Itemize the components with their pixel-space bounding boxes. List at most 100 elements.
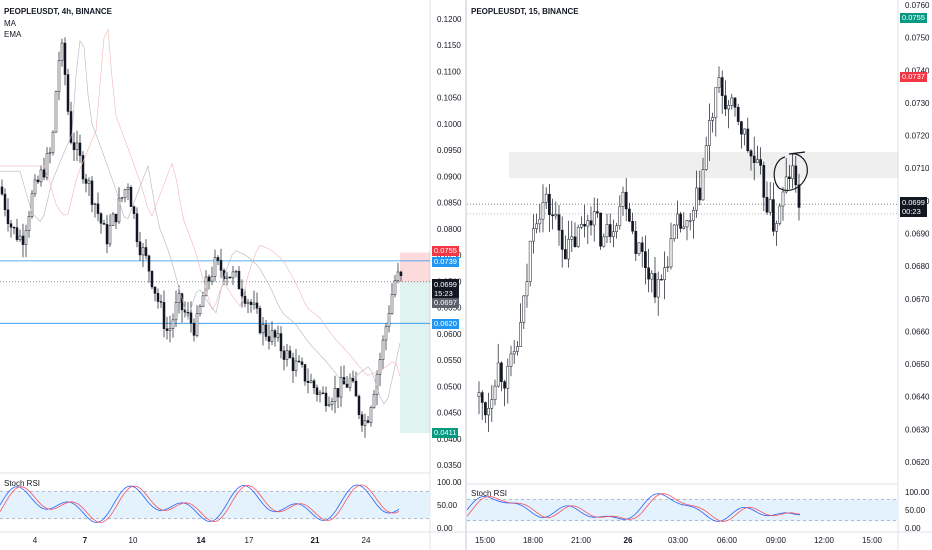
right-y-tick-label: 0.0760 bbox=[905, 1, 930, 10]
right-candle-body bbox=[784, 176, 788, 193]
left-candle-body bbox=[222, 270, 226, 279]
left-candle-body bbox=[39, 169, 43, 183]
left-candle-body bbox=[66, 74, 70, 112]
left-candle-body bbox=[282, 350, 286, 360]
right-countdown: 00:23 bbox=[902, 207, 921, 216]
left-stoch-band bbox=[0, 491, 430, 519]
left-candle-body bbox=[171, 319, 175, 329]
pane-divider[interactable] bbox=[465, 0, 467, 550]
right-y-tick-label: 0.0640 bbox=[905, 393, 930, 402]
left-y-tick-label: 0.1150 bbox=[437, 41, 461, 50]
left-candle-body bbox=[141, 247, 145, 256]
left-candle-body bbox=[264, 324, 268, 337]
left-upper-line-badge: 0.0739 bbox=[432, 257, 459, 267]
left-candle-body bbox=[216, 257, 220, 261]
left-candle-body bbox=[276, 333, 280, 338]
left-candle-body bbox=[75, 142, 79, 150]
left-candle-body bbox=[120, 197, 124, 199]
right-candle-body bbox=[618, 206, 622, 227]
left-candle-body bbox=[369, 407, 373, 423]
left-candle-body bbox=[255, 302, 259, 309]
left-candle-body bbox=[189, 312, 193, 324]
left-candle-body bbox=[108, 225, 112, 245]
left-y-tick-label: 0.0850 bbox=[437, 199, 462, 208]
left-candle-body bbox=[147, 255, 151, 272]
left-chart-pane[interactable]: 0.1200 0.1150 0.1100 0.1050 0.1000 0.0950 0.09… bbox=[0, 0, 466, 550]
left-candle-body bbox=[279, 333, 283, 352]
right-y-tick-label: 0.0690 bbox=[905, 230, 930, 239]
right-candle-body bbox=[544, 193, 548, 203]
right-candle-body bbox=[746, 128, 750, 152]
left-candle-body bbox=[105, 224, 109, 245]
left-candle-body bbox=[306, 380, 310, 383]
left-indicator-ma[interactable]: MA bbox=[4, 19, 16, 28]
right-candle-body bbox=[528, 240, 532, 282]
right-candle-body bbox=[759, 159, 762, 166]
right-candle-body bbox=[644, 251, 647, 268]
left-candle-body bbox=[165, 328, 169, 331]
left-candle-body bbox=[330, 401, 334, 405]
left-stoch-d-line bbox=[0, 484, 400, 523]
left-candle-body bbox=[273, 330, 277, 338]
right-candle-body bbox=[740, 121, 743, 135]
left-candle-body bbox=[3, 193, 7, 211]
left-indicator-ema[interactable]: EMA bbox=[4, 30, 22, 39]
left-candle-body bbox=[210, 276, 214, 282]
right-candle-body bbox=[653, 273, 657, 298]
left-x-tick-label: 4 bbox=[33, 536, 38, 545]
left-candle-body bbox=[243, 295, 247, 304]
left-ma-line bbox=[0, 40, 401, 405]
right-last-price-badge: 0.0699 00:23 bbox=[900, 197, 927, 217]
right-candle-body bbox=[586, 220, 590, 227]
left-candle-body bbox=[252, 302, 256, 305]
left-y-tick-label: 0.0600 bbox=[437, 330, 462, 339]
right-candle-body bbox=[554, 214, 558, 217]
left-candle-body bbox=[36, 179, 40, 183]
left-candle-body bbox=[126, 187, 130, 191]
left-y-tick-label: 0.0500 bbox=[437, 382, 462, 391]
left-candle-body bbox=[285, 350, 289, 360]
left-chart-title: PEOPLEUSDT, 4h, BINANCE bbox=[4, 7, 113, 16]
right-candle-body bbox=[548, 193, 551, 216]
right-chart-pane[interactable]: 0.0760 0.0750 0.0740 0.0730 0.0720 0.0710 0.07… bbox=[467, 0, 932, 550]
right-candle-body bbox=[580, 224, 583, 228]
right-candle-body bbox=[650, 273, 654, 280]
left-candle-body bbox=[93, 203, 97, 205]
left-candle-body bbox=[339, 377, 343, 398]
right-top-price-badge: 0.0755 bbox=[900, 13, 927, 23]
left-candle-body bbox=[261, 324, 265, 334]
left-candle-body bbox=[24, 230, 28, 245]
left-candle-body bbox=[300, 361, 304, 365]
left-candle-body bbox=[69, 111, 73, 143]
left-stoch-label[interactable]: Stoch RSI bbox=[4, 479, 41, 488]
left-candle-body bbox=[357, 395, 361, 415]
left-candle-body bbox=[6, 209, 10, 224]
left-candle-body bbox=[258, 308, 262, 334]
right-candle-body bbox=[724, 95, 727, 110]
left-candle-body bbox=[87, 180, 91, 184]
right-chart-canvas[interactable]: 0.0760 0.0750 0.0740 0.0730 0.0720 0.0710 0.07… bbox=[467, 0, 932, 550]
left-candle-body bbox=[123, 189, 127, 198]
right-candle-body bbox=[701, 169, 705, 201]
left-y-tick-label: 0.1000 bbox=[437, 120, 462, 129]
left-candle-body bbox=[81, 155, 85, 180]
right-stoch-label[interactable]: Stoch RSI bbox=[471, 489, 508, 498]
left-x-tick-label: 17 bbox=[245, 536, 254, 545]
right-candle-body bbox=[749, 150, 753, 157]
left-candle-body bbox=[18, 235, 22, 240]
right-y-tick-label: 0.0740 bbox=[905, 66, 930, 75]
right-stoch-tick: 50.00 bbox=[905, 506, 926, 515]
left-stoch-tick: 0.00 bbox=[437, 524, 453, 533]
left-candle-body bbox=[231, 271, 235, 279]
right-candle-body bbox=[666, 266, 670, 268]
right-candle-body bbox=[762, 165, 766, 198]
left-candle-body bbox=[246, 301, 250, 304]
right-stoch-band bbox=[467, 499, 898, 521]
left-chart-canvas[interactable]: 0.1200 0.1150 0.1100 0.1050 0.1000 0.0950 0.09… bbox=[0, 0, 466, 550]
right-x-tick-label: 21:00 bbox=[571, 536, 592, 545]
left-candle-body bbox=[27, 216, 31, 231]
right-y-tick-label: 0.0680 bbox=[905, 262, 930, 271]
left-candle-body bbox=[249, 301, 253, 305]
right-candle-body bbox=[496, 362, 500, 387]
left-lower-line-badge: 0.0620 bbox=[432, 319, 459, 329]
